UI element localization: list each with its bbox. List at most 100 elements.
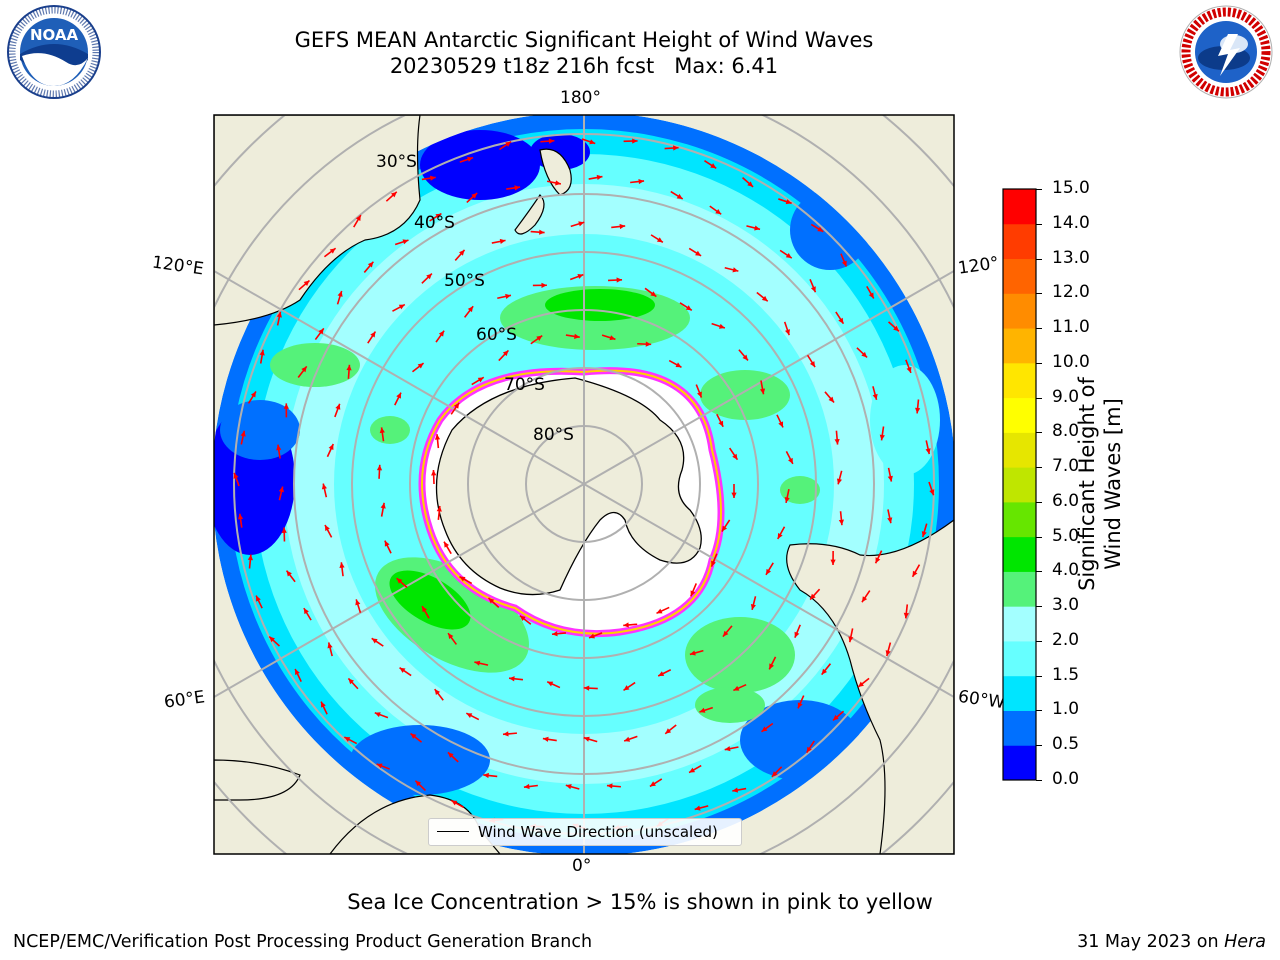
wave-direction-arrowhead: [830, 559, 836, 566]
wave-direction-arrowhead: [841, 260, 847, 267]
wave-direction-arrowhead: [689, 767, 696, 773]
wave-direction-arrowhead: [436, 505, 442, 512]
wave-direction-arrowhead: [810, 286, 816, 293]
wave-direction-arrowhead: [638, 178, 645, 185]
wave-direction-arrowhead: [339, 562, 345, 568]
wave-direction-arrowhead: [505, 293, 511, 299]
wave-direction-arrowhead: [346, 364, 352, 371]
wave-direction-arrowhead: [286, 570, 292, 577]
colorbar-swatch: [1003, 189, 1036, 225]
wave-direction-arrowhead: [697, 391, 702, 398]
wave-direction-arrowhead: [810, 593, 816, 600]
colorbar-swatch: [1003, 536, 1036, 572]
colorbar-tick-label: 13.0: [1052, 247, 1090, 268]
colorbar-tick-mark: [1036, 745, 1042, 747]
wave-direction-arrowhead: [903, 612, 909, 619]
wave-direction-arrowhead: [467, 306, 474, 313]
footer-machine: Hera: [1224, 932, 1266, 952]
wave-direction-arrowhead: [459, 576, 466, 582]
wave-direction-arrowhead: [329, 248, 336, 254]
wave-direction-arrowhead: [754, 225, 761, 231]
wave-direction-arrowhead: [609, 335, 616, 341]
lat-label-60s: 60°S: [476, 325, 517, 345]
wave-direction-arrowhead: [769, 663, 775, 670]
wave-direction-arrowhead: [488, 597, 495, 604]
wave-direction-arrowhead: [396, 392, 401, 399]
wave-direction-arrowhead: [656, 237, 663, 243]
colorbar-tick-label: 1.5: [1052, 664, 1080, 685]
wave-direction-arrowhead: [321, 483, 327, 490]
wave-direction-arrowhead: [759, 388, 766, 395]
colorbar-tick-mark: [1036, 606, 1042, 608]
wind-wave-arrows: [233, 138, 935, 831]
nws-logo: [1179, 5, 1273, 99]
wave-direction-arrowhead: [415, 780, 422, 787]
colorbar-swatch: [1003, 397, 1036, 433]
wave-direction-arrowhead: [426, 273, 432, 280]
colorbar-tick-label: 0.5: [1052, 734, 1080, 755]
colorbar-label: Significant Height of Wind Waves [m]: [1075, 377, 1125, 591]
lon-label-top: 180°: [560, 88, 601, 108]
wave-direction-arrowhead: [868, 292, 874, 299]
wave-direction-arrowhead: [848, 636, 854, 643]
wave-direction-arrowhead: [355, 215, 361, 222]
wave-direction-arrowhead: [547, 681, 554, 687]
wave-direction-arrowhead: [509, 676, 515, 682]
wave-direction-arrowhead: [542, 736, 549, 742]
wave-direction-arrowhead: [435, 213, 442, 219]
wave-direction-arrowhead: [250, 391, 256, 398]
wave-direction-arrowhead: [295, 669, 300, 676]
wave-direction-arrowhead: [718, 420, 724, 427]
wave-direction-arrowhead: [477, 377, 484, 383]
colorbar-tick-label: 11.0: [1052, 317, 1090, 338]
wave-direction-arrowhead: [596, 174, 603, 181]
lon-label-bottom: 0°: [572, 856, 592, 876]
wave-direction-arrowhead: [380, 502, 386, 509]
wave-direction-arrowhead: [466, 713, 473, 718]
wave-direction-arrowhead: [417, 363, 424, 369]
wave-direction-arrowhead: [447, 752, 454, 758]
wave-direction-arrowhead: [583, 685, 590, 691]
wave-direction-arrowhead: [665, 728, 672, 734]
wave-direction-arrowhead: [337, 290, 343, 297]
wave-direction-arrowhead: [828, 396, 835, 403]
wave-direction-arrowhead: [367, 261, 374, 268]
colorbar-tick-mark: [1036, 189, 1042, 190]
colorbar-swatch: [1003, 640, 1036, 677]
wave-direction-arrowhead: [589, 633, 595, 639]
colorbar-tick-label: 4.0: [1052, 560, 1080, 581]
wave-direction-arrowhead: [623, 622, 629, 628]
wave-direction-arrowhead: [733, 685, 740, 691]
wave-direction-arrowhead: [676, 193, 683, 199]
wave-direction-arrowhead: [548, 138, 555, 144]
new-zealand-north: [539, 148, 572, 196]
wave-direction-arrowhead: [233, 472, 239, 479]
chart-title: GEFS MEAN Antarctic Significant Height o…: [294, 28, 874, 52]
wave-direction-arrowhead: [371, 638, 378, 644]
wave-direction-arrowhead: [761, 726, 768, 732]
wave-direction-arrowhead: [376, 763, 383, 769]
wave-direction-arrowhead: [724, 746, 731, 752]
colorbar-swatch: [1003, 223, 1036, 260]
colorbar-tick-mark: [1036, 710, 1042, 712]
wave-direction-arrowhead: [539, 229, 545, 235]
footer-date: 31 May 2023 on Hera: [1077, 932, 1266, 952]
colorbar-tick-label: 10.0: [1052, 351, 1090, 372]
colorbar: [1002, 188, 1037, 781]
wave-direction-arrowhead: [384, 540, 390, 547]
colorbar-swatch: [1003, 710, 1036, 746]
wave-direction-arrowhead: [887, 517, 893, 524]
wave-direction-arrowhead: [276, 311, 282, 318]
colorbar-tick-label: 0.0: [1052, 769, 1080, 789]
colorbar-tick-label: 2.0: [1052, 629, 1080, 650]
wave-direction-arrowhead: [817, 226, 824, 232]
colorbar-tick-label: 14.0: [1052, 212, 1090, 233]
wave-direction-arrowhead: [410, 733, 417, 739]
wave-direction-arrowhead: [483, 772, 489, 779]
footer-date-text: 31 May 2023 on: [1077, 932, 1225, 952]
wave-direction-arrowhead: [370, 331, 376, 338]
colorbar-tick-label: 3.0: [1052, 595, 1080, 616]
wave-direction-arrowhead: [777, 532, 783, 539]
colorbar-tick-label: 8.0: [1052, 421, 1080, 442]
lat-label-70s: 70°S: [504, 375, 545, 395]
